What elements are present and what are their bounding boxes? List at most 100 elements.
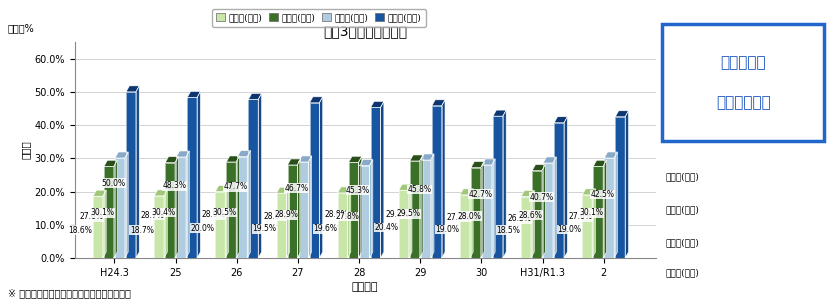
Polygon shape (503, 110, 506, 258)
Polygon shape (431, 154, 434, 258)
Text: 28.0%: 28.0% (457, 212, 481, 220)
Bar (371, 107, 380, 258)
Polygon shape (399, 184, 412, 190)
Text: 28.9%: 28.9% (202, 210, 226, 219)
Polygon shape (359, 160, 373, 166)
Text: 建設業(高卒): 建設業(高卒) (666, 268, 700, 278)
Polygon shape (126, 86, 139, 92)
Text: 20.0%: 20.0% (191, 224, 215, 232)
Text: 28.7%: 28.7% (141, 211, 164, 220)
Bar (532, 171, 542, 258)
Bar (165, 163, 175, 258)
Bar (432, 106, 442, 258)
Text: 製造業(大卒): 製造業(大卒) (666, 172, 700, 182)
Text: 29.5%: 29.5% (396, 209, 420, 218)
Bar (248, 100, 258, 258)
Polygon shape (308, 156, 312, 258)
Bar (299, 162, 308, 258)
Bar (115, 158, 124, 258)
Polygon shape (432, 100, 445, 106)
Polygon shape (115, 152, 128, 158)
Bar (482, 165, 492, 258)
Text: 45.8%: 45.8% (408, 185, 432, 194)
Polygon shape (481, 162, 484, 258)
Text: 48.3%: 48.3% (163, 181, 187, 190)
Polygon shape (554, 117, 568, 123)
Text: 28.6%: 28.6% (519, 211, 543, 220)
Polygon shape (103, 190, 106, 258)
Polygon shape (615, 111, 628, 117)
Polygon shape (369, 160, 373, 258)
Bar (338, 193, 348, 258)
Bar (521, 196, 531, 258)
Polygon shape (592, 189, 595, 258)
Text: 28.8%: 28.8% (325, 210, 348, 219)
Polygon shape (542, 165, 545, 258)
Polygon shape (258, 94, 261, 258)
Polygon shape (583, 189, 595, 195)
Bar (276, 193, 286, 258)
Bar (176, 157, 186, 258)
Polygon shape (532, 165, 545, 171)
Polygon shape (165, 157, 178, 163)
Polygon shape (420, 155, 423, 258)
Bar (604, 158, 614, 258)
Bar (543, 163, 553, 258)
Polygon shape (188, 92, 200, 98)
Polygon shape (531, 190, 535, 258)
Text: 40.7%: 40.7% (530, 193, 554, 202)
Polygon shape (227, 156, 240, 162)
Text: 42.5%: 42.5% (591, 190, 615, 199)
Bar (126, 92, 136, 258)
Text: 離職率が高い: 離職率が高い (716, 95, 770, 110)
Text: 45.3%: 45.3% (346, 186, 370, 195)
Bar (615, 117, 625, 258)
Polygon shape (349, 156, 362, 162)
Polygon shape (186, 151, 189, 258)
Polygon shape (248, 94, 261, 100)
Polygon shape (247, 151, 251, 258)
Polygon shape (625, 111, 628, 258)
Polygon shape (493, 110, 506, 116)
Bar (215, 191, 225, 258)
Text: 30.4%: 30.4% (152, 208, 176, 217)
Text: 28.9%: 28.9% (274, 210, 298, 219)
Polygon shape (176, 151, 189, 157)
Bar (421, 160, 431, 258)
Text: 27.2%: 27.2% (447, 213, 471, 222)
Text: ※ 新卒学卒者の離職状況（厚生労働省）より: ※ 新卒学卒者の離職状況（厚生労働省）より (8, 289, 131, 298)
Text: 製造業(高卒): 製造業(高卒) (666, 206, 700, 214)
Bar (104, 166, 114, 258)
Polygon shape (380, 101, 383, 258)
Text: 47.7%: 47.7% (223, 182, 248, 191)
Bar (93, 196, 103, 258)
Polygon shape (410, 155, 423, 161)
Polygon shape (482, 159, 496, 165)
Polygon shape (124, 152, 128, 258)
Bar (359, 166, 369, 258)
Text: 27.6%: 27.6% (569, 212, 593, 221)
Bar (188, 98, 197, 258)
Polygon shape (604, 152, 618, 158)
Polygon shape (359, 156, 362, 258)
Text: 製造業より: 製造業より (720, 55, 766, 70)
Polygon shape (310, 97, 323, 103)
Title: 新卒3年以内の離職率: 新卒3年以内の離職率 (323, 24, 408, 38)
Bar (410, 161, 420, 258)
Text: 19.0%: 19.0% (436, 225, 459, 234)
Bar (593, 166, 603, 258)
Polygon shape (287, 159, 300, 165)
Text: 30.5%: 30.5% (212, 208, 237, 217)
Polygon shape (348, 187, 351, 258)
Bar (554, 123, 564, 258)
Polygon shape (215, 186, 228, 191)
Polygon shape (237, 156, 240, 258)
Text: 19.6%: 19.6% (313, 224, 337, 233)
Polygon shape (492, 159, 496, 258)
Text: 18.5%: 18.5% (496, 226, 520, 235)
Bar (493, 116, 503, 258)
Polygon shape (299, 156, 312, 162)
Polygon shape (371, 101, 383, 107)
Polygon shape (338, 187, 351, 193)
Text: 26.3%: 26.3% (508, 214, 531, 223)
